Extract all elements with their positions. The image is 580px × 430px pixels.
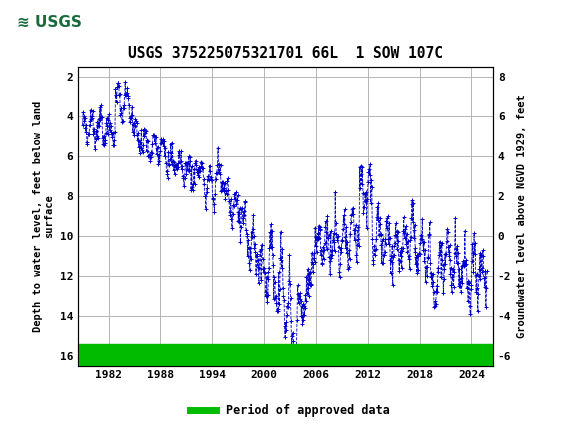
Title: USGS 375225075321701 66L  1 SOW 107C: USGS 375225075321701 66L 1 SOW 107C <box>128 46 443 61</box>
Y-axis label: Depth to water level, feet below land
surface: Depth to water level, feet below land su… <box>33 101 55 332</box>
Bar <box>78 344 493 365</box>
Bar <box>3 3 113 42</box>
Text: ≋ USGS: ≋ USGS <box>17 15 82 30</box>
Legend: Period of approved data: Period of approved data <box>186 399 394 422</box>
Y-axis label: Groundwater level above NGVD 1929, feet: Groundwater level above NGVD 1929, feet <box>517 94 527 338</box>
